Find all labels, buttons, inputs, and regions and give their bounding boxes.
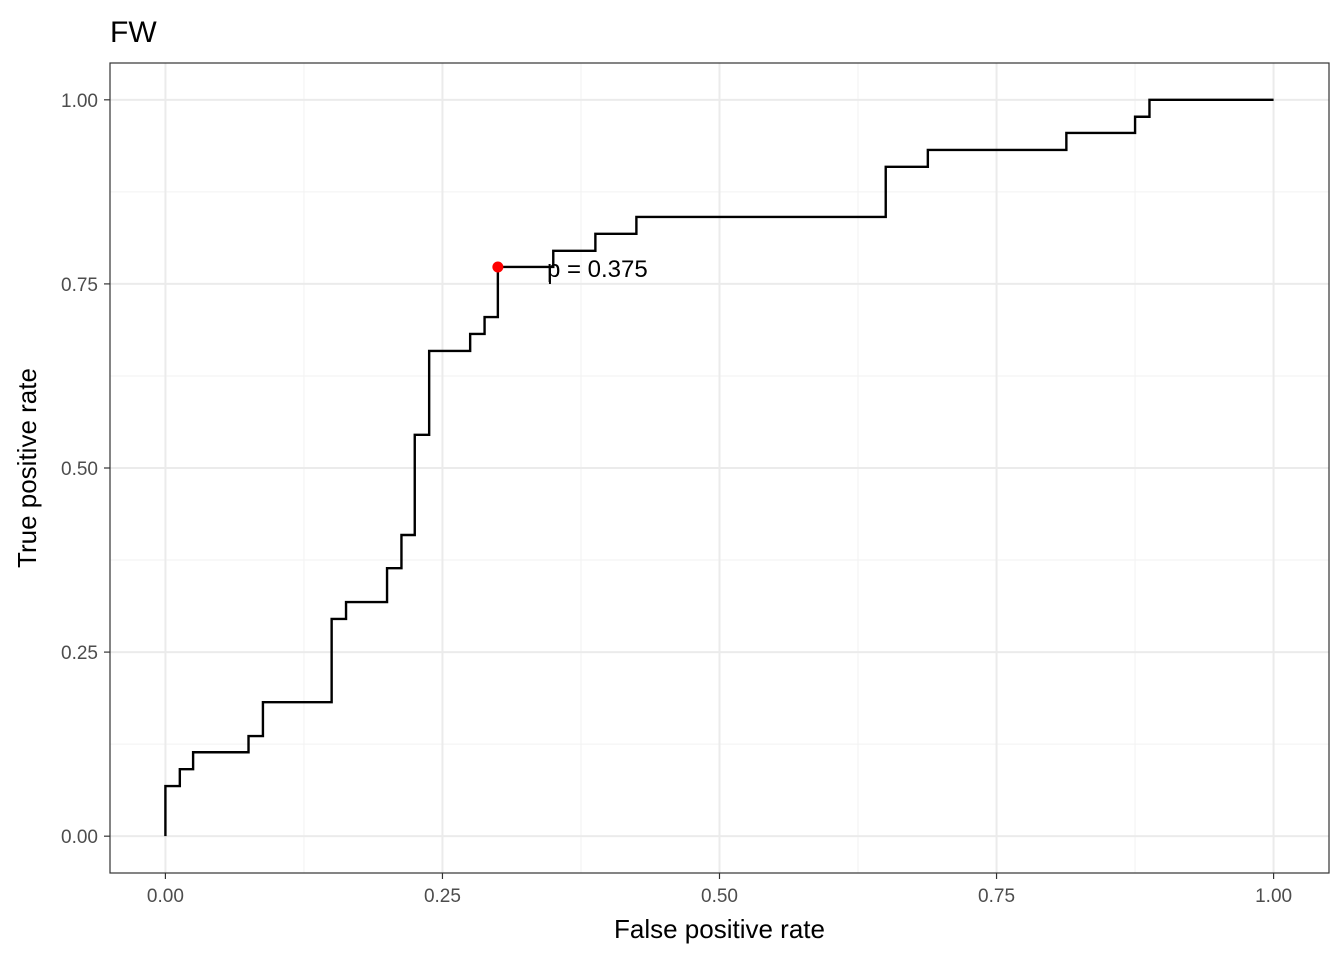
y-tick-label-3: 0.75 bbox=[61, 275, 98, 296]
roc-curve-line bbox=[164, 98, 1274, 837]
y-tick-label-2: 0.50 bbox=[61, 459, 98, 480]
x-axis-ticks: 0.00 0.25 0.50 0.75 1.00 bbox=[147, 873, 1292, 907]
optimal-threshold-point bbox=[492, 261, 504, 273]
y-tick-label-4: 1.00 bbox=[61, 91, 98, 112]
y-tick-label-1: 0.25 bbox=[61, 643, 98, 664]
x-tick-label-1: 0.25 bbox=[424, 886, 461, 907]
x-axis-title: False positive rate bbox=[614, 914, 825, 944]
x-tick-label-3: 0.75 bbox=[978, 886, 1015, 907]
chart-title: FW bbox=[110, 16, 157, 49]
x-tick-label-4: 1.00 bbox=[1255, 886, 1292, 907]
y-tick-label-0: 0.00 bbox=[61, 827, 98, 848]
x-tick-label-0: 0.00 bbox=[147, 886, 184, 907]
annotation-label: p = 0.375 bbox=[547, 256, 648, 283]
y-axis-title: True positive rate bbox=[12, 368, 42, 568]
major-gridlines bbox=[110, 63, 1329, 873]
x-tick-label-2: 0.50 bbox=[701, 886, 738, 907]
y-axis-ticks: 0.00 0.25 0.50 0.75 1.00 bbox=[61, 91, 110, 848]
annotation-group: p = 0.375 bbox=[547, 256, 648, 284]
